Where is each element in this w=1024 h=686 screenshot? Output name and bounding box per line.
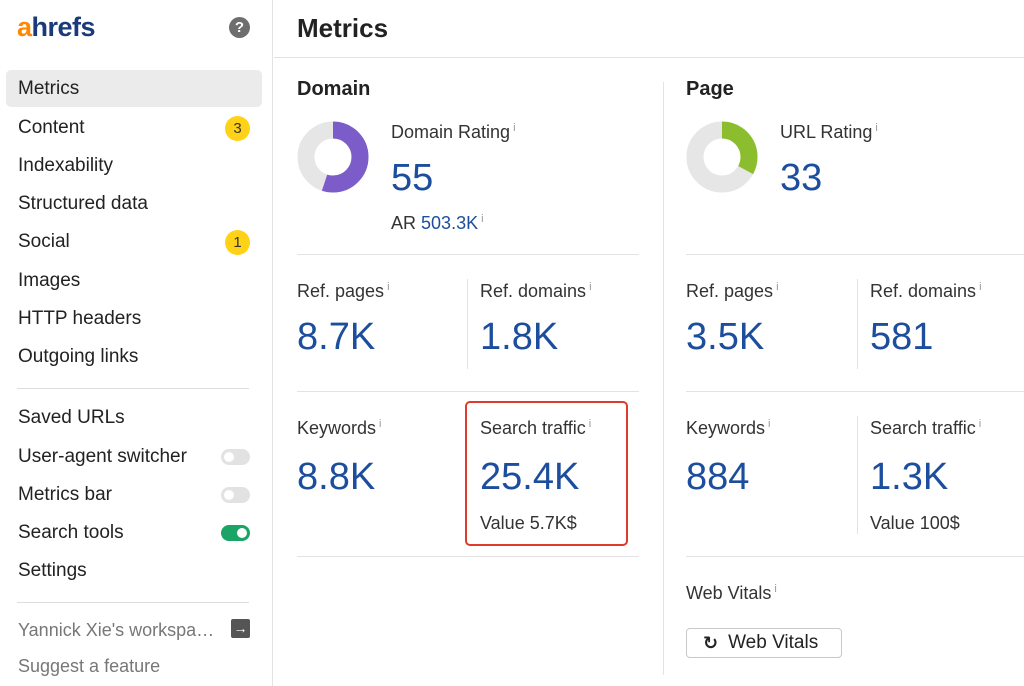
url-rating-donut bbox=[686, 121, 758, 193]
domain-keywords-label: Keywords i bbox=[297, 418, 382, 438]
content-count-badge: 3 bbox=[225, 116, 250, 141]
domain-rating-value: 55 bbox=[391, 157, 434, 199]
info-icon[interactable]: i bbox=[379, 418, 382, 430]
domain-ref-domains-value[interactable]: 1.8K bbox=[480, 316, 559, 358]
sidebar-item-settings[interactable]: Settings bbox=[18, 559, 87, 581]
sidebar-item-content[interactable]: Content 3 bbox=[6, 109, 262, 146]
sidebar-item-structured-data[interactable]: Structured data bbox=[18, 192, 148, 214]
suggest-feature-link[interactable]: Suggest a feature bbox=[18, 656, 161, 676]
sidebar-item-social[interactable]: Social 1 bbox=[6, 223, 262, 260]
page-search-traffic-value[interactable]: 1.3K bbox=[870, 456, 949, 498]
workspace-link[interactable]: Yannick Xie's workspa… bbox=[18, 620, 215, 640]
url-rating-value: 33 bbox=[780, 157, 823, 199]
sign-out-icon[interactable]: → bbox=[231, 619, 250, 638]
page-keywords-label: Keywords i bbox=[686, 418, 771, 438]
page-title: Metrics bbox=[297, 13, 389, 43]
row-divider bbox=[297, 556, 639, 557]
ahrefs-rank-value[interactable]: 503.3K bbox=[421, 213, 479, 233]
page-search-traffic-label: Search traffic i bbox=[870, 418, 982, 438]
row-divider bbox=[297, 254, 639, 255]
sidebar-item-indexability[interactable]: Indexability bbox=[18, 154, 114, 176]
page-ref-domains-label: Ref. domains i bbox=[870, 281, 982, 301]
sidebar-item-saved-urls[interactable]: Saved URLs bbox=[18, 406, 125, 428]
row-divider bbox=[686, 391, 1024, 392]
search-tools-toggle[interactable] bbox=[221, 525, 250, 541]
sidebar-item-metrics[interactable]: Metrics bbox=[6, 70, 262, 107]
sidebar: ahrefs ? Metrics Content 3 Indexability S… bbox=[0, 0, 273, 686]
info-icon[interactable]: i bbox=[481, 213, 484, 225]
row-divider bbox=[686, 556, 1024, 557]
page-traffic-value-usd: Value 100$ bbox=[870, 513, 960, 533]
info-icon[interactable]: i bbox=[875, 122, 878, 134]
help-icon[interactable]: ? bbox=[229, 17, 250, 38]
sidebar-item-images[interactable]: Images bbox=[18, 269, 81, 291]
metrics-bar-toggle[interactable] bbox=[221, 487, 250, 503]
domain-search-traffic-label: Search traffic i bbox=[480, 418, 592, 438]
info-icon[interactable]: i bbox=[978, 418, 982, 430]
info-icon[interactable]: i bbox=[979, 281, 982, 293]
info-icon[interactable]: i bbox=[774, 583, 777, 595]
info-icon[interactable]: i bbox=[387, 281, 390, 293]
social-count-badge: 1 bbox=[225, 230, 250, 255]
ahrefs-logo[interactable]: ahrefs bbox=[17, 12, 96, 42]
page-ref-pages-value[interactable]: 3.5K bbox=[686, 316, 765, 358]
web-vitals-label: Web Vitals i bbox=[686, 583, 777, 603]
row-divider bbox=[297, 391, 639, 392]
title-divider bbox=[274, 57, 1024, 58]
cell-divider bbox=[857, 416, 858, 534]
donut-value-arc bbox=[297, 121, 369, 193]
user-agent-switcher-toggle[interactable] bbox=[221, 449, 250, 465]
domain-traffic-value-usd: Value 5.7K$ bbox=[480, 513, 577, 533]
sidebar-divider bbox=[17, 388, 249, 389]
domain-ref-domains-label: Ref. domains i bbox=[480, 281, 592, 301]
domain-ref-pages-label: Ref. pages i bbox=[297, 281, 390, 301]
info-icon[interactable]: i bbox=[776, 281, 779, 293]
web-vitals-button[interactable]: ↻ Web Vitals bbox=[686, 628, 842, 658]
page-ref-pages-label: Ref. pages i bbox=[686, 281, 779, 301]
refresh-icon: ↻ bbox=[703, 632, 719, 653]
info-icon[interactable]: i bbox=[513, 122, 516, 134]
search-traffic-highlight bbox=[465, 401, 628, 546]
domain-rating-label: Domain Rating i bbox=[391, 122, 516, 142]
cell-divider bbox=[857, 279, 858, 369]
info-icon[interactable]: i bbox=[588, 418, 592, 430]
ahrefs-rank: AR 503.3K i bbox=[391, 213, 484, 233]
sidebar-item-user-agent-switcher[interactable]: User-agent switcher bbox=[6, 438, 262, 475]
donut-value-arc bbox=[686, 121, 758, 193]
cell-divider bbox=[467, 279, 468, 369]
column-divider bbox=[663, 82, 664, 675]
sidebar-item-http-headers[interactable]: HTTP headers bbox=[18, 307, 142, 329]
page-ref-domains-value[interactable]: 581 bbox=[870, 316, 934, 358]
info-icon[interactable]: i bbox=[589, 281, 592, 293]
sidebar-divider bbox=[17, 602, 249, 603]
page-section-title: Page bbox=[686, 78, 734, 100]
info-icon[interactable]: i bbox=[768, 418, 771, 430]
domain-section-title: Domain bbox=[297, 78, 371, 100]
domain-rating-donut bbox=[297, 121, 369, 193]
page-keywords-value[interactable]: 884 bbox=[686, 456, 750, 498]
sidebar-item-metrics-bar[interactable]: Metrics bar bbox=[6, 476, 262, 513]
sidebar-item-outgoing-links[interactable]: Outgoing links bbox=[18, 345, 139, 367]
domain-keywords-value[interactable]: 8.8K bbox=[297, 456, 376, 498]
domain-search-traffic-value[interactable]: 25.4K bbox=[480, 456, 580, 498]
url-rating-label: URL Rating i bbox=[780, 122, 878, 142]
domain-ref-pages-value[interactable]: 8.7K bbox=[297, 316, 376, 358]
row-divider bbox=[686, 254, 1024, 255]
sidebar-item-search-tools[interactable]: Search tools bbox=[6, 514, 262, 551]
